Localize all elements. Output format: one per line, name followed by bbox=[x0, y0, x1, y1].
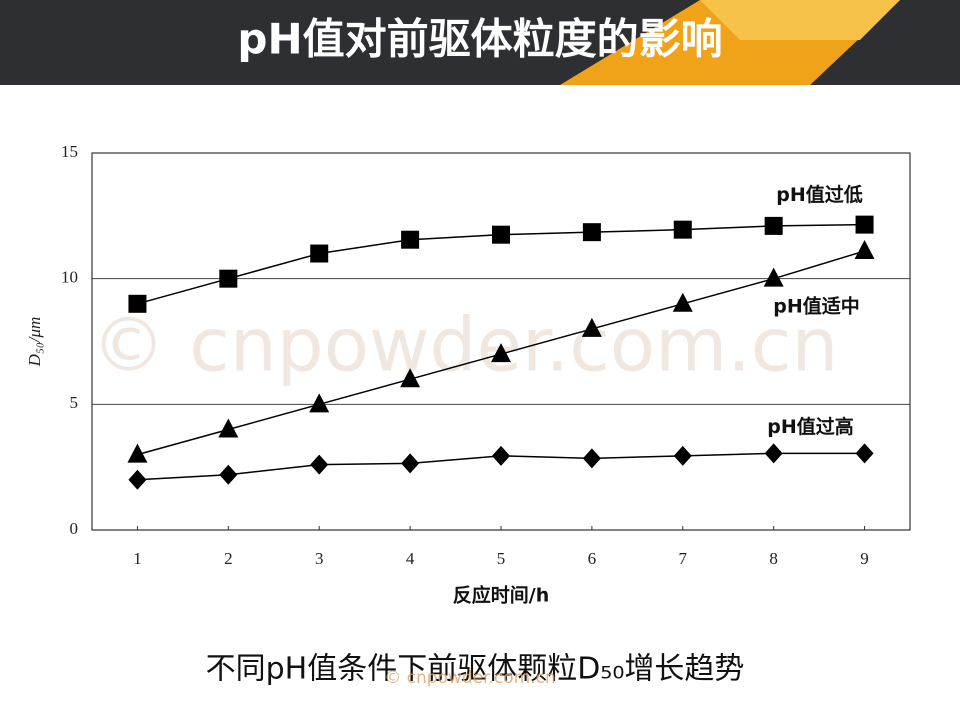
data-point bbox=[673, 445, 692, 466]
x-tick-label: 7 bbox=[679, 549, 688, 568]
data-point bbox=[310, 454, 329, 475]
data-point bbox=[401, 230, 420, 249]
data-point bbox=[128, 294, 147, 313]
slide-title: pH值对前驱体粒度的影响 bbox=[237, 15, 722, 64]
data-point bbox=[764, 216, 783, 235]
data-point bbox=[491, 343, 511, 363]
y-tick-label: 5 bbox=[70, 393, 79, 412]
y-tick-label: 10 bbox=[61, 268, 78, 287]
data-point bbox=[582, 448, 601, 469]
data-point bbox=[401, 453, 420, 474]
data-point bbox=[764, 443, 783, 464]
data-point bbox=[672, 292, 693, 312]
data-point bbox=[127, 443, 148, 463]
x-tick-label: 9 bbox=[860, 549, 869, 568]
chart: 0 5 10 15 1 2 3 4 5 6 7 8 9 反应时间/h D₅₀/μm pH值过低 pH值适中 pH值… bbox=[25, 142, 911, 607]
data-point bbox=[854, 240, 875, 260]
x-tick-label: 5 bbox=[497, 549, 506, 568]
y-tick-label: 15 bbox=[61, 142, 78, 161]
data-point bbox=[219, 269, 238, 288]
caption: 不同pH值条件下前驱体颗粒D₅₀增长趋势 bbox=[206, 652, 745, 687]
x-tick-label: 1 bbox=[133, 549, 142, 568]
data-point bbox=[219, 464, 238, 485]
x-tick-label: 8 bbox=[769, 549, 778, 568]
series-label: pH值适中 bbox=[773, 295, 860, 318]
series-label: pH值过低 bbox=[776, 183, 863, 206]
watermark: © cnpowder.com.cn bbox=[92, 303, 839, 389]
x-tick-label: 3 bbox=[315, 549, 324, 568]
data-point bbox=[763, 267, 784, 287]
data-point bbox=[855, 215, 874, 234]
x-axis-label: 反应时间/h bbox=[453, 584, 549, 607]
x-tick-label: 6 bbox=[588, 549, 597, 568]
data-point bbox=[218, 418, 239, 438]
data-point bbox=[128, 469, 147, 490]
data-point bbox=[309, 393, 330, 413]
data-point bbox=[492, 225, 510, 244]
y-tick-label: 0 bbox=[70, 519, 79, 538]
data-point bbox=[492, 445, 510, 466]
series-label: pH值过高 bbox=[767, 415, 854, 438]
header-accent bbox=[700, 0, 900, 40]
x-tick-label: 4 bbox=[406, 549, 415, 568]
data-point bbox=[581, 317, 602, 337]
y-axis-label: D₅₀/μm bbox=[25, 317, 44, 368]
data-point bbox=[855, 443, 874, 464]
data-point bbox=[400, 368, 421, 388]
data-point bbox=[673, 220, 692, 239]
data-point bbox=[582, 223, 601, 242]
x-tick-label: 2 bbox=[224, 549, 233, 568]
data-point bbox=[310, 244, 329, 263]
watermark: © cnpowder.com.cn bbox=[384, 668, 556, 688]
